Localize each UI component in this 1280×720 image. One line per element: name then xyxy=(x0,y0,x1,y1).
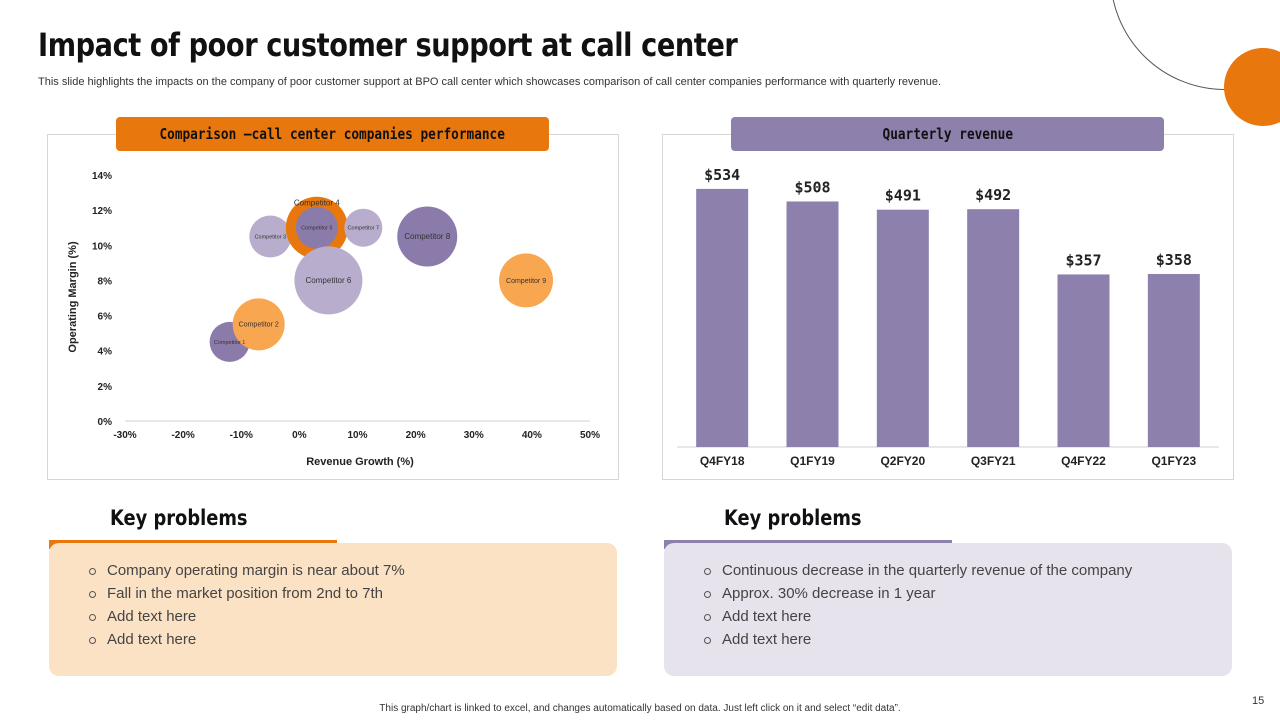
list-item: Approx. 30% decrease in 1 year xyxy=(704,582,1232,605)
x-tick-label: Q4FY18 xyxy=(700,454,745,468)
bar[interactable] xyxy=(876,209,929,447)
scatter-panel: -30% -20% -10% 0% 10% 20% 30% 40% 50% 0% 2% 4% 6% 8% 1… xyxy=(47,134,619,480)
bubble-label: Competitor 2 xyxy=(239,322,279,329)
bar-chart[interactable]: Q4FY18 Q1FY19 Q2FY20 Q3FY21 Q4FY22 Q1FY23 $53… xyxy=(663,135,1233,479)
key-problems-right-box: Continuous decrease in the quarterly rev… xyxy=(664,543,1232,676)
bubble-point[interactable] xyxy=(232,298,285,351)
y-tick-label: 12% xyxy=(92,206,112,217)
decorative-orange-circle xyxy=(1224,48,1280,126)
key-problems-left-title: Key problems xyxy=(110,506,248,530)
y-tick-label: 8% xyxy=(98,276,113,287)
list-item: Add text here xyxy=(89,605,617,628)
x-tick-label: 0% xyxy=(292,430,307,441)
key-problems-left-box: Company operating margin is near about 7… xyxy=(49,543,617,676)
bubble-label: Competitor 3 xyxy=(255,234,287,240)
y-tick-label: 10% xyxy=(92,241,112,252)
list-item: Continuous decrease in the quarterly rev… xyxy=(704,559,1232,582)
key-problems-right-title: Key problems xyxy=(724,506,862,530)
x-tick-label: Q1FY23 xyxy=(1151,454,1196,468)
list-item: Add text here xyxy=(704,628,1232,651)
y-tick-label: 2% xyxy=(98,382,113,393)
x-tick-label: -10% xyxy=(230,430,253,441)
bubble-point[interactable] xyxy=(294,246,363,315)
list-item: Fall in the market position from 2nd to … xyxy=(89,582,617,605)
bar[interactable] xyxy=(1057,274,1110,447)
x-tick-label: -30% xyxy=(113,430,136,441)
bar-data-label: $357 xyxy=(1065,251,1101,269)
x-tick-label: 20% xyxy=(406,430,426,441)
scatter-header: Comparison –call center companies perfor… xyxy=(116,117,549,151)
x-tick-label: 30% xyxy=(464,430,484,441)
x-tick-label: Q1FY19 xyxy=(790,454,835,468)
x-tick-label: Q2FY20 xyxy=(880,454,925,468)
x-tick-label: 10% xyxy=(347,430,367,441)
key-problems-left-list: Company operating margin is near about 7… xyxy=(89,559,617,651)
bar[interactable] xyxy=(696,188,749,447)
bubble-label: Competitor 9 xyxy=(506,278,546,285)
list-item: Add text here xyxy=(704,605,1232,628)
key-problems-right-list: Continuous decrease in the quarterly rev… xyxy=(704,559,1232,651)
bubble-label: Competitor 5 xyxy=(301,226,333,232)
bar-data-label: $358 xyxy=(1156,251,1192,269)
bubble-chart[interactable]: -30% -20% -10% 0% 10% 20% 30% 40% 50% 0% 2% 4% 6% 8% 1… xyxy=(48,135,618,479)
bar[interactable] xyxy=(1147,273,1200,447)
y-tick-label: 14% xyxy=(92,171,112,182)
y-axis-label: Operating Margin (%) xyxy=(67,241,79,353)
bar-panel: Q4FY18 Q1FY19 Q2FY20 Q3FY21 Q4FY22 Q1FY23 $53… xyxy=(662,134,1234,480)
bar-data-label: $508 xyxy=(794,178,830,196)
x-tick-label: Q4FY22 xyxy=(1061,454,1106,468)
y-tick-label: 4% xyxy=(98,347,113,358)
bar-data-label: $534 xyxy=(704,166,740,184)
x-tick-label: 40% xyxy=(522,430,542,441)
scatter-header-label: Comparison –call center companies perfor… xyxy=(159,125,506,143)
slide-subtitle: This slide highlights the impacts on the… xyxy=(38,76,942,88)
y-tick-label: 6% xyxy=(98,312,113,323)
bubble-point[interactable] xyxy=(249,215,292,258)
x-tick-label: 50% xyxy=(580,430,600,441)
bubble-point[interactable] xyxy=(397,206,458,267)
bar-data-label: $492 xyxy=(975,186,1011,204)
bubble-label: Competitor 7 xyxy=(348,226,380,232)
bubble-point[interactable] xyxy=(344,208,383,247)
page-number: 15 xyxy=(1252,695,1265,707)
bar-data-label: $491 xyxy=(885,187,921,205)
y-tick-label: 0% xyxy=(98,417,113,428)
footer-note: This graph/chart is linked to excel, and… xyxy=(379,703,901,714)
bar-header-label: Quarterly revenue xyxy=(882,125,1013,143)
bubble-label: Competitor 1 xyxy=(214,340,246,346)
x-tick-label: Q3FY21 xyxy=(971,454,1016,468)
bubble-point[interactable] xyxy=(499,253,554,308)
bar[interactable] xyxy=(967,209,1020,447)
bubble-label: Competitor 4 xyxy=(294,199,340,208)
bubble-label: Competitor 8 xyxy=(404,232,450,241)
x-axis-label: Revenue Growth (%) xyxy=(306,456,414,468)
slide-title: Impact of poor customer support at call … xyxy=(38,26,738,64)
list-item: Company operating margin is near about 7… xyxy=(89,559,617,582)
bar[interactable] xyxy=(786,201,839,447)
bubble-label: Competitor 6 xyxy=(306,276,352,285)
bar-header: Quarterly revenue xyxy=(731,117,1164,151)
list-item: Add text here xyxy=(89,628,617,651)
bubble-point[interactable] xyxy=(295,206,338,249)
x-tick-label: -20% xyxy=(171,430,194,441)
